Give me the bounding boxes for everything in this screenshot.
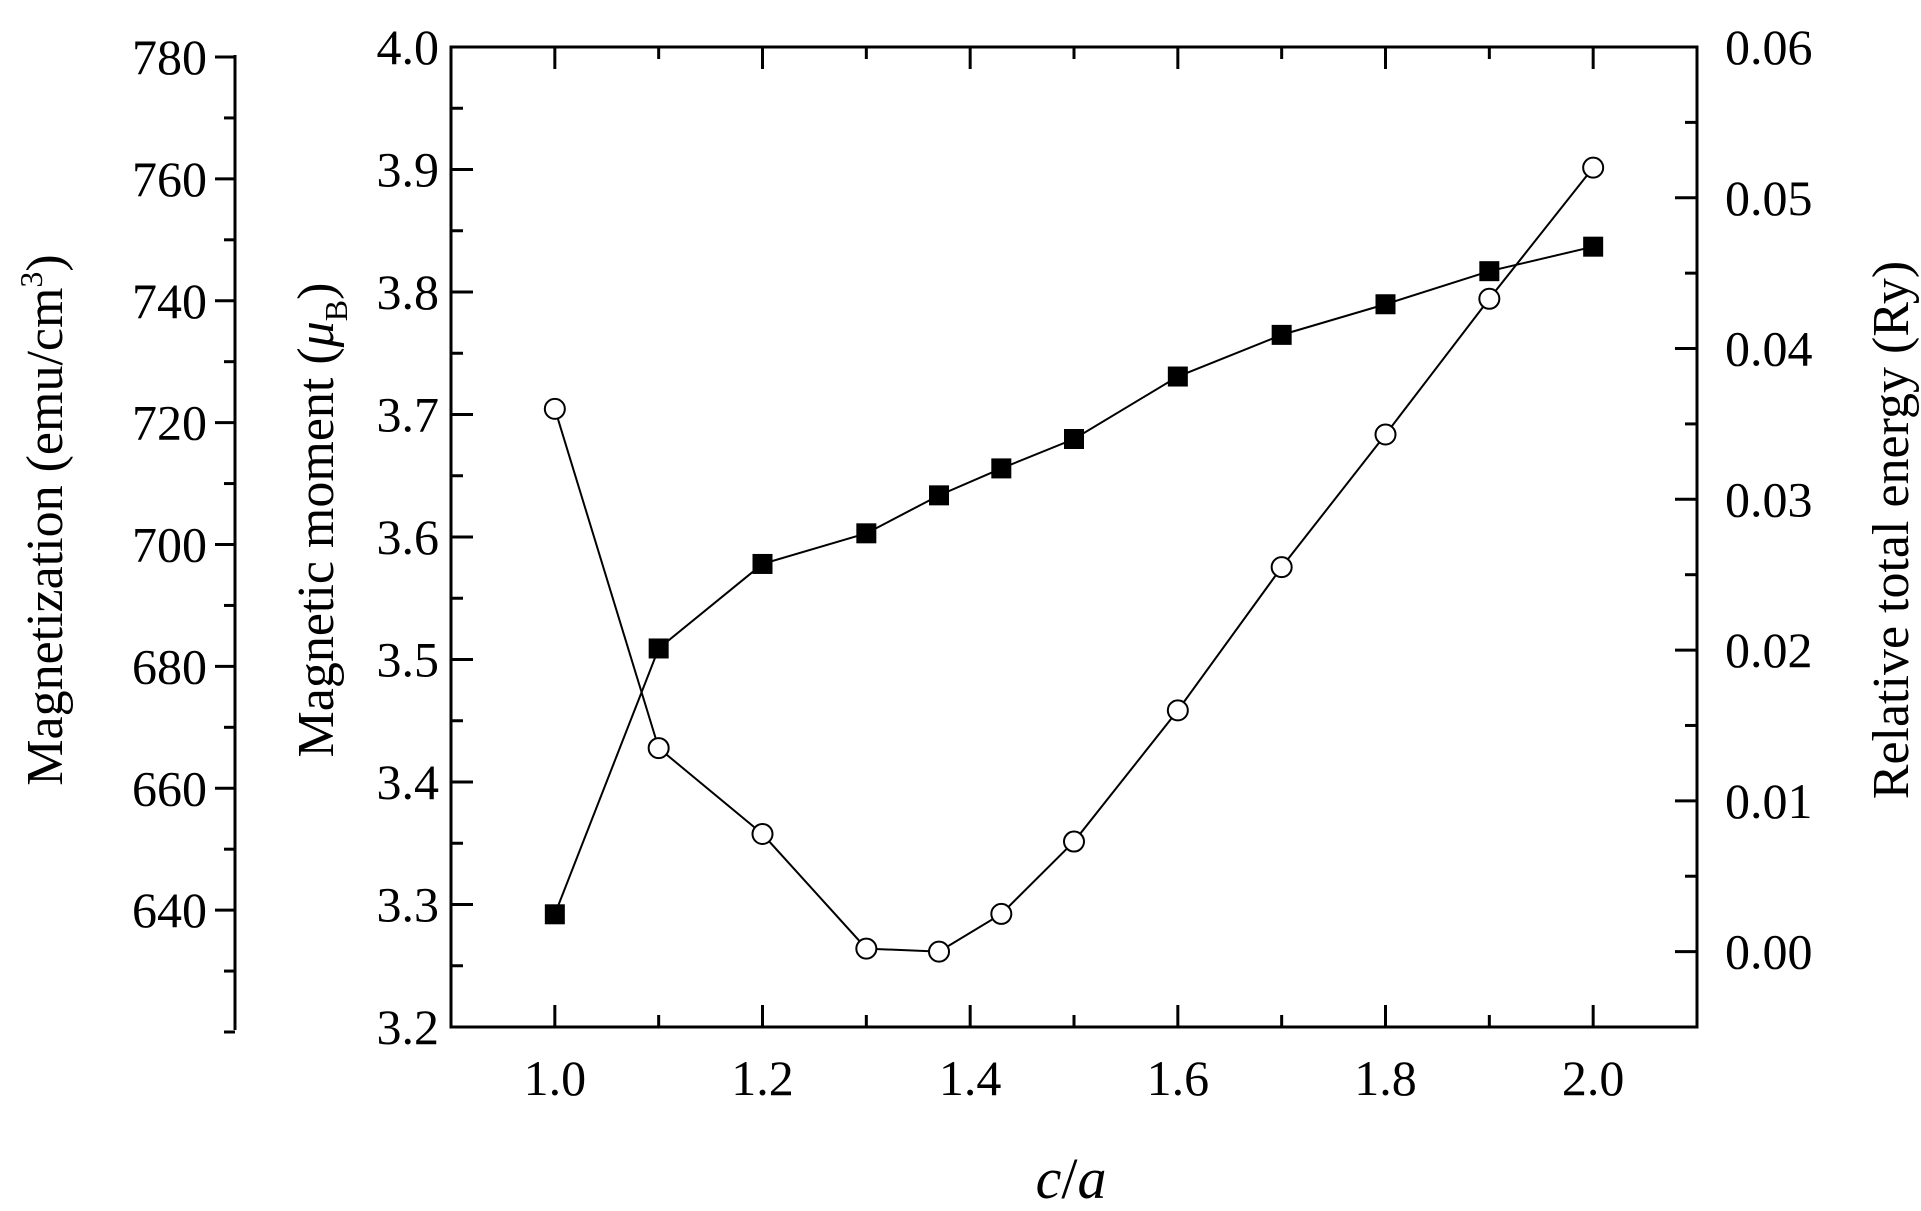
magnetic-moment-line <box>553 245 1594 915</box>
left-inner-tick-label: 3.4 <box>377 754 440 810</box>
series-markers <box>543 156 1605 963</box>
left-outer-tick-label: 640 <box>132 882 207 938</box>
left-outer-tick-label: 700 <box>132 517 207 573</box>
circle-data-point <box>1270 556 1293 579</box>
circle-data-point <box>647 737 670 760</box>
left-outer-tick-label: 740 <box>132 273 207 329</box>
x-axis-title: c/a <box>1036 1146 1107 1211</box>
left-inner-axis-title: Magnetic moment (μB) <box>288 283 354 758</box>
relative-energy-line <box>553 166 1594 953</box>
plot-frame <box>449 45 1699 1029</box>
x-tick-label: 1.8 <box>1354 1050 1417 1106</box>
left-outer-tick-label: 680 <box>132 638 207 694</box>
left-outer-tick-label: 760 <box>132 151 207 207</box>
left-inner-axis-title-text: Magnetic moment ( <box>288 347 345 757</box>
square-data-point <box>544 904 565 925</box>
circle-data-point <box>751 823 774 846</box>
square-data-point <box>1167 366 1188 387</box>
left-outer-tick-label: 720 <box>132 395 207 451</box>
right-tick-label: 0.02 <box>1725 622 1813 678</box>
right-tick-label: 0.05 <box>1725 170 1813 226</box>
square-data-point <box>991 458 1012 479</box>
square-data-point <box>1271 324 1292 345</box>
left-inner-tick-label: 3.8 <box>377 264 440 320</box>
right-tick-label: 0.06 <box>1725 19 1813 75</box>
right-axis-ticks: 0.00 0.01 0.02 0.03 0.04 0.05 0.06 <box>1675 19 1813 980</box>
circle-data-point <box>543 397 566 420</box>
left-inner-axis-title-sub: B <box>318 300 354 321</box>
x-axis-title-a: a <box>1077 1146 1106 1211</box>
left-inner-axis-title-mu: μ <box>288 321 345 348</box>
square-data-point <box>1583 236 1604 257</box>
left-inner-tick-label: 3.3 <box>377 877 440 933</box>
left-inner-tick-label: 3.7 <box>377 387 440 443</box>
x-tick-label: 2.0 <box>1562 1050 1625 1106</box>
circle-data-point <box>990 902 1013 925</box>
square-data-point <box>1375 294 1396 315</box>
x-axis-title-c: c <box>1036 1146 1062 1211</box>
right-tick-label: 0.00 <box>1725 924 1813 980</box>
left-inner-axis-title-close: ) <box>288 283 345 300</box>
left-inner-tick-label: 4.0 <box>377 19 440 75</box>
square-data-point <box>1479 261 1500 282</box>
left-inner-tick-label: 3.2 <box>377 999 440 1055</box>
circle-data-point <box>1478 287 1501 310</box>
right-tick-label: 0.04 <box>1725 321 1813 377</box>
circle-data-point <box>1166 699 1189 722</box>
left-outer-tick-label: 660 <box>132 760 207 816</box>
left-inner-tick-label: 3.6 <box>377 509 440 565</box>
x-tick-label: 1.4 <box>939 1050 1002 1106</box>
left-outer-axis-title: Magnetization (emu/cm3) <box>13 254 74 786</box>
square-data-point <box>752 553 773 574</box>
left-outer-axis-title-text: Magnetization (emu/cm <box>17 288 74 786</box>
right-tick-label: 0.01 <box>1725 773 1813 829</box>
circle-data-point <box>928 940 951 963</box>
square-data-point <box>929 485 950 506</box>
left-outer-axis-title-close: ) <box>17 254 74 271</box>
left-outer-tick-label: 780 <box>132 29 207 85</box>
circle-data-point <box>1582 156 1605 179</box>
right-tick-label: 0.03 <box>1725 471 1813 527</box>
circle-data-point <box>855 937 878 960</box>
circle-data-point <box>1374 423 1397 446</box>
series-lines <box>553 166 1594 953</box>
square-data-point <box>1064 429 1084 449</box>
x-tick-label: 1.2 <box>731 1050 794 1106</box>
right-axis-title: Relative total energy (Ry) <box>1863 261 1920 799</box>
left-outer-axis-title-sup: 3 <box>13 272 49 288</box>
x-axis-title-slash: / <box>1061 1146 1078 1211</box>
left-inner-tick-label: 3.9 <box>377 142 440 198</box>
square-data-point <box>856 523 877 544</box>
left-inner-axis-ticks: 3.2 3.3 3.4 3.5 3.6 3.7 3.8 3.9 4.0 <box>377 19 473 1055</box>
left-inner-tick-label: 3.5 <box>377 632 440 688</box>
circle-data-point <box>1063 830 1085 853</box>
x-tick-label: 1.6 <box>1147 1050 1210 1106</box>
x-axis-ticks: 1.0 1.2 1.4 1.6 1.8 2.0 <box>524 47 1625 1106</box>
left-outer-axis-ticks: 640 660 680 700 720 740 760 780 <box>132 29 235 1034</box>
square-data-point <box>648 638 669 659</box>
x-tick-label: 1.0 <box>524 1050 587 1106</box>
